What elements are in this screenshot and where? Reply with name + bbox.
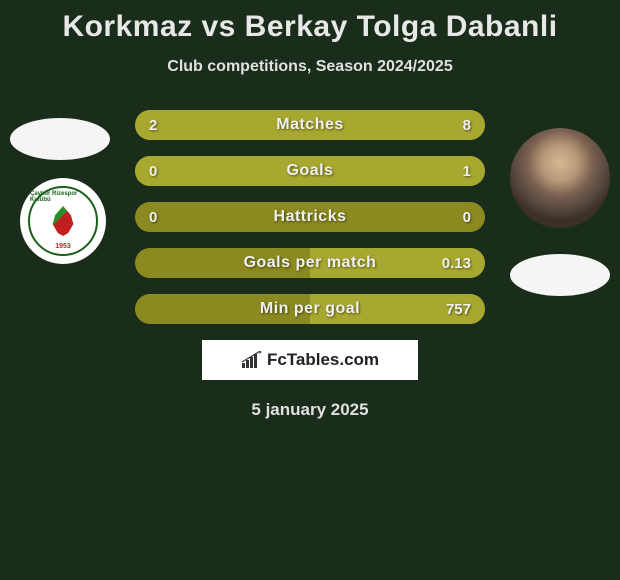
stat-left-value: 2 xyxy=(149,117,157,134)
stat-bar: Goals per match 0.13 xyxy=(135,248,485,278)
brand-text: FcTables.com xyxy=(267,350,379,370)
stat-right-value: 1 xyxy=(463,163,471,180)
stat-right-value: 757 xyxy=(446,301,471,318)
stat-bar: 2 Matches 8 xyxy=(135,110,485,140)
stat-label: Min per goal xyxy=(260,300,360,318)
stat-right-value: 8 xyxy=(463,117,471,134)
stat-right-value: 0 xyxy=(463,209,471,226)
club-badge-ring: Çaykur Rizespor Kulübü 1953 xyxy=(28,186,98,256)
subtitle: Club competitions, Season 2024/2025 xyxy=(0,58,620,76)
snapshot-date: 5 january 2025 xyxy=(0,400,620,420)
right-player-avatar-placeholder xyxy=(510,254,610,296)
stat-label: Goals per match xyxy=(244,254,377,272)
stat-label: Goals xyxy=(287,162,334,180)
brand-box[interactable]: FcTables.com xyxy=(202,340,418,380)
brand-chart-icon xyxy=(241,351,263,369)
stats-bars-container: 2 Matches 8 0 Goals 1 0 Hattricks 0 Goal… xyxy=(135,108,485,324)
club-name-text: Çaykur Rizespor Kulübü xyxy=(30,191,96,203)
stat-label: Matches xyxy=(276,116,344,134)
stat-bar: Min per goal 757 xyxy=(135,294,485,324)
stat-bar: 0 Goals 1 xyxy=(135,156,485,186)
stat-left-value: 0 xyxy=(149,209,157,226)
club-leaf-icon xyxy=(50,206,76,236)
bar-fill-right xyxy=(205,110,485,140)
page-title: Korkmaz vs Berkay Tolga Dabanli xyxy=(0,0,620,44)
stat-right-value: 0.13 xyxy=(442,255,471,272)
club-year-text: 1953 xyxy=(55,243,71,250)
left-player-club-badge: Çaykur Rizespor Kulübü 1953 xyxy=(20,178,106,264)
stat-label: Hattricks xyxy=(274,208,347,226)
left-player-avatar-placeholder xyxy=(10,118,110,160)
stat-bar: 0 Hattricks 0 xyxy=(135,202,485,232)
comparison-panel: Çaykur Rizespor Kulübü 1953 2 Matches 8 … xyxy=(0,108,620,420)
bar-fill-left xyxy=(135,110,205,140)
right-player-photo xyxy=(510,128,610,228)
stat-left-value: 0 xyxy=(149,163,157,180)
